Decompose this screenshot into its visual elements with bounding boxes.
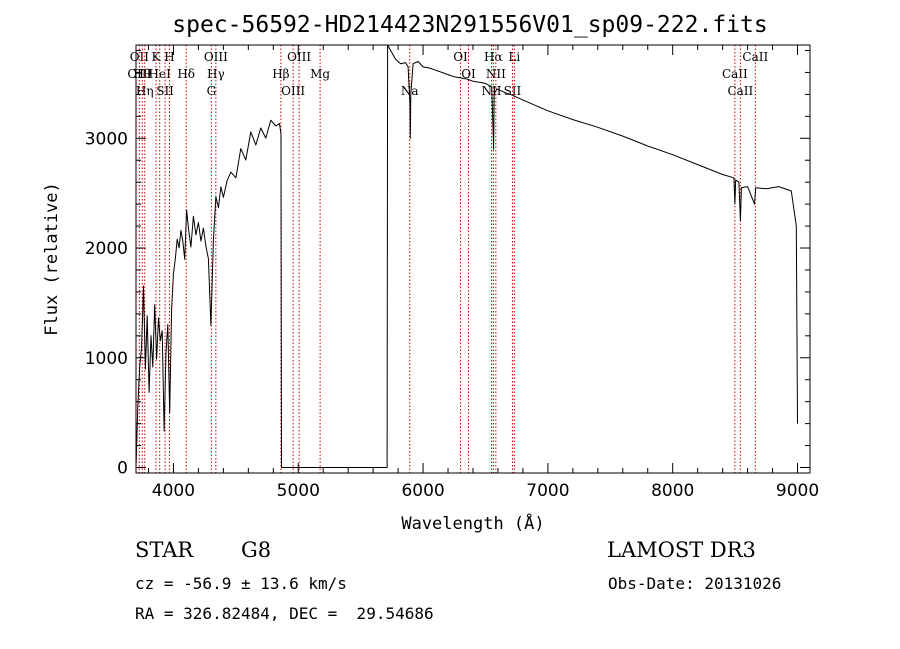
spectrum-chart: spec-56592-HD214423N291556V01_sp09-222.f… <box>42 12 819 534</box>
x-tick-label-7000: 7000 <box>526 481 569 501</box>
marker-label-7-0: Hδ <box>177 67 195 81</box>
marker-label-24-0: CaII <box>742 50 768 64</box>
y-axis: 0 1000 2000 3000 <box>85 49 810 479</box>
x-tick-label-5000: 5000 <box>277 481 320 501</box>
spectral-subclass: G8 <box>241 538 272 562</box>
marker-label-0-0: OII <box>130 50 150 64</box>
series-line-flux <box>135 44 798 468</box>
y-tick-label-1000: 1000 <box>85 349 128 369</box>
plot-frame <box>135 44 811 474</box>
marker-label-9-1: Hγ <box>207 67 225 81</box>
marker-label-5-0: SII <box>156 84 174 98</box>
x-tick-label-8000: 8000 <box>651 481 694 501</box>
marker-label-1-0: Hθ <box>133 67 151 81</box>
survey-name: LAMOST DR3 <box>607 538 756 562</box>
x-tick-label-6000: 6000 <box>401 481 444 501</box>
object-class: STAR <box>135 538 194 562</box>
marker-label-0-1: OIII <box>127 67 151 81</box>
marker-label-18-0: Hα <box>484 50 503 64</box>
chart-title: spec-56592-HD214423N291556V01_sp09-222.f… <box>172 12 767 38</box>
marker-label-4-0: HeI <box>149 67 172 81</box>
marker-label-9-0: OIII <box>204 50 228 64</box>
y-tick-label-2000: 2000 <box>85 239 128 259</box>
marker-label-3-0: K <box>151 50 161 64</box>
redshift-text: cz = -56.9 ± 13.6 km/s <box>135 574 347 593</box>
marker-label-10-0: Hβ <box>272 67 289 81</box>
marker-label-19-0: NII <box>486 67 506 81</box>
marker-label-2-0: Hη <box>136 84 154 98</box>
marker-label-23-0: CaII <box>727 84 753 98</box>
marker-label-20-0: SII <box>504 84 522 98</box>
marker-label-8-0: G <box>207 84 217 98</box>
y-axis-label: Flux (relative) <box>42 182 62 336</box>
x-axis: 4000 5000 6000 7000 8000 9000 <box>147 45 819 501</box>
x-tick-label-9000: 9000 <box>776 481 819 501</box>
x-tick-label-4000: 4000 <box>152 481 195 501</box>
marker-label-22-0: CaII <box>722 67 748 81</box>
marker-label-11-0: OIII <box>281 84 305 98</box>
marker-label-12-0: OIII <box>287 50 311 64</box>
marker-label-16-0: OI <box>461 67 476 81</box>
obs-date: Obs-Date: 20131026 <box>608 574 782 593</box>
marker-label-13-0: Mg <box>310 67 330 81</box>
y-tick-label-0: 0 <box>117 459 128 479</box>
marker-label-6-0: H <box>164 50 174 64</box>
marker-label-15-0: OI <box>453 50 468 64</box>
marker-label-21-0: Li <box>508 50 520 64</box>
x-axis-label: Wavelength (Å) <box>401 512 544 534</box>
series-layer <box>135 44 798 468</box>
coordinates: RA = 326.82484, DEC = 29.54686 <box>135 604 434 623</box>
y-tick-label-3000: 3000 <box>85 129 128 149</box>
